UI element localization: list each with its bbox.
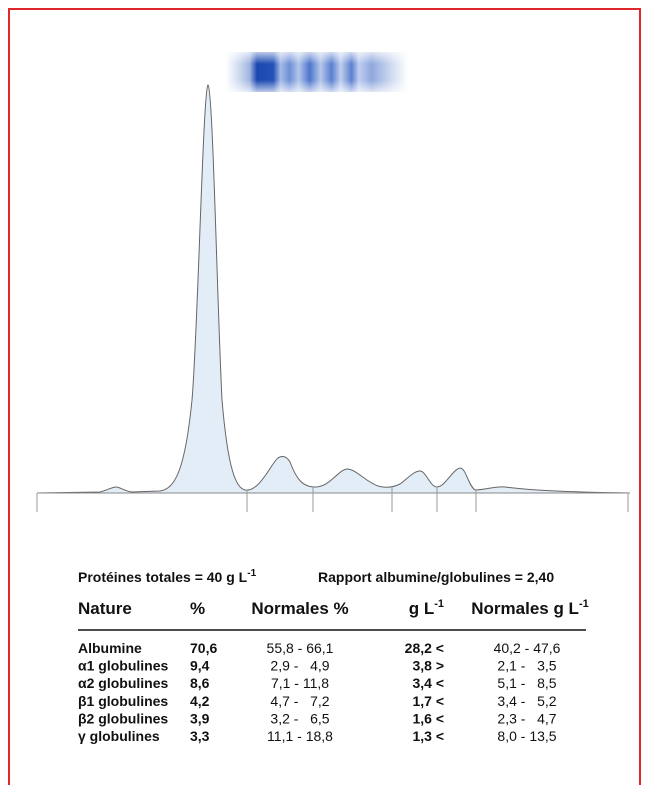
- page: Protéines totales = 40 g L-1 Rapport alb…: [0, 0, 649, 785]
- cell: 2,9 - 4,9: [270, 658, 329, 674]
- cell: 1,3 <: [412, 728, 444, 744]
- column-header: Normales g L-1: [471, 598, 588, 618]
- cell: 55,8 - 66,1: [267, 640, 334, 656]
- densitogram: [37, 85, 630, 493]
- cell: 1,7 <: [412, 693, 444, 709]
- column-header: g L-1: [409, 598, 444, 618]
- column-header-text: Nature: [78, 599, 132, 618]
- cell: 3,9: [190, 710, 210, 726]
- cell: 8,6: [190, 675, 210, 691]
- column-header: Normales %: [251, 599, 348, 618]
- cell: 5,1 - 8,5: [497, 675, 556, 691]
- total-protein: Protéines totales = 40 g L-1: [78, 568, 257, 585]
- cell: 7,1 - 11,8: [271, 675, 329, 691]
- cell: 3,8 >: [412, 658, 444, 674]
- cell: β2 globulines: [78, 710, 168, 726]
- column-header-text: g L: [409, 599, 435, 618]
- cell: 3,4 - 5,2: [497, 693, 556, 709]
- cell: 9,4: [190, 658, 210, 674]
- column-header-exp: -1: [579, 598, 589, 610]
- cell: α2 globulines: [78, 675, 168, 691]
- cell: 4,7 - 7,2: [270, 693, 329, 709]
- cell: Albumine: [78, 640, 142, 656]
- cell: 8,0 - 13,5: [497, 728, 556, 744]
- cell: 4,2: [190, 693, 210, 709]
- cell: 3,3: [190, 728, 210, 744]
- cell: 40,2 - 47,6: [494, 640, 561, 656]
- cell: γ globulines: [78, 728, 160, 744]
- cell: 1,6 <: [412, 710, 444, 726]
- column-header: %: [190, 599, 205, 618]
- cell: 11,1 - 18,8: [267, 728, 333, 744]
- cell: 2,3 - 4,7: [497, 710, 556, 726]
- gel-fade: [226, 52, 408, 92]
- cell: β1 globulines: [78, 693, 168, 709]
- cell: 2,1 - 3,5: [497, 658, 556, 674]
- cell: 3,2 - 6,5: [270, 710, 329, 726]
- cell: α1 globulines: [78, 658, 168, 674]
- cell: 3,4 <: [412, 675, 444, 691]
- column-header-text: %: [190, 599, 205, 618]
- cell: 70,6: [190, 640, 217, 656]
- ratio: Rapport albumine/globulines = 2,40: [318, 569, 554, 585]
- column-header-text: Normales %: [251, 599, 348, 618]
- cell: 28,2 <: [405, 640, 444, 656]
- column-header-exp: -1: [434, 598, 444, 610]
- column-header: Nature: [78, 599, 132, 618]
- column-header-text: Normales g L: [471, 599, 579, 618]
